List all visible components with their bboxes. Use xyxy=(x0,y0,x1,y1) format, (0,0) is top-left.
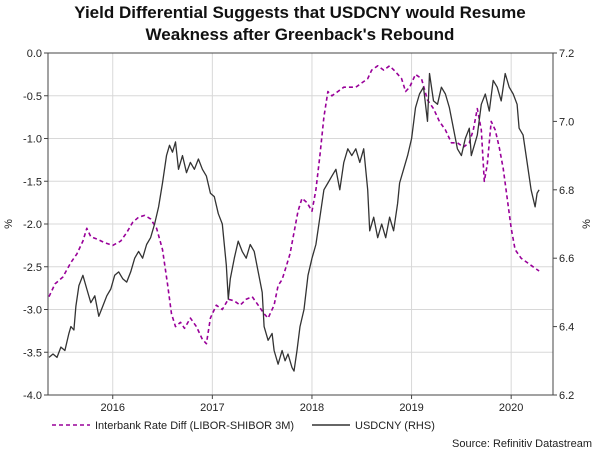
left-axis-label: % xyxy=(3,219,15,229)
source-note: Source: Refinitiv Datastream xyxy=(452,438,592,450)
right-tick-label: 6.4 xyxy=(559,322,574,334)
x-tick-label: 2020 xyxy=(499,402,523,414)
x-axis-ticks: 2016 2017 2018 2019 2020 xyxy=(101,395,523,414)
series-lines xyxy=(48,65,540,372)
x-tick-label: 2016 xyxy=(101,402,125,414)
series-line-rate-diff xyxy=(48,65,540,345)
right-tick-label: 6.8 xyxy=(559,185,574,197)
left-tick-label: 0.0 xyxy=(27,48,42,60)
right-tick-label: 7.2 xyxy=(559,48,574,60)
left-tick-label: -4.0 xyxy=(23,390,42,402)
x-tick-label: 2019 xyxy=(399,402,423,414)
gridlines xyxy=(48,53,553,395)
series-line-usdcny xyxy=(48,72,540,372)
left-tick-label: -2.0 xyxy=(23,219,42,231)
chart-title-line-1: Yield Differential Suggests that USDCNY … xyxy=(74,3,526,22)
left-axis-ticks: 0.0 -0.5 -1.0 -1.5 -2.0 -2.5 -3.0 -3.5 -4.0 xyxy=(23,48,48,402)
x-tick-label: 2017 xyxy=(200,402,224,414)
right-tick-label: 7.0 xyxy=(559,116,574,128)
right-tick-label: 6.6 xyxy=(559,253,574,265)
left-tick-label: -1.0 xyxy=(23,134,42,146)
left-tick-label: -0.5 xyxy=(23,91,42,103)
right-tick-label: 6.2 xyxy=(559,390,574,402)
legend-label-rate-diff: Interbank Rate Diff (LIBOR-SHIBOR 3M) xyxy=(95,420,294,432)
legend-label-usdcny: USDCNY (RHS) xyxy=(355,420,435,432)
left-tick-label: -2.5 xyxy=(23,262,42,274)
legend: Interbank Rate Diff (LIBOR-SHIBOR 3M) US… xyxy=(52,420,435,432)
left-tick-label: -3.5 xyxy=(23,347,42,359)
left-tick-label: -3.0 xyxy=(23,305,42,317)
right-axis-ticks: 7.2 7.0 6.8 6.6 6.4 6.2 xyxy=(553,48,574,402)
right-axis-label: % xyxy=(581,219,593,229)
x-tick-label: 2018 xyxy=(300,402,324,414)
chart-title-line-2: Weakness after Greenback's Rebound xyxy=(146,25,455,44)
left-tick-label: -1.5 xyxy=(23,176,42,188)
